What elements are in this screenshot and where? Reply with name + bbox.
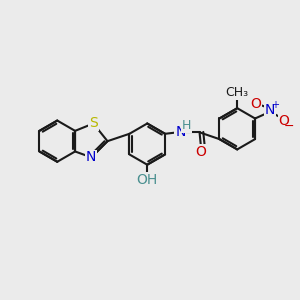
Text: H: H bbox=[182, 119, 192, 132]
Text: O: O bbox=[278, 114, 290, 128]
Text: N: N bbox=[175, 125, 186, 139]
Text: N: N bbox=[86, 150, 97, 164]
Text: O: O bbox=[250, 98, 261, 111]
Text: O: O bbox=[196, 145, 206, 159]
Text: OH: OH bbox=[136, 173, 158, 187]
Text: CH₃: CH₃ bbox=[226, 86, 249, 99]
Text: S: S bbox=[89, 116, 98, 130]
Text: N: N bbox=[265, 103, 275, 117]
Text: −: − bbox=[284, 120, 295, 133]
Text: +: + bbox=[271, 100, 279, 110]
